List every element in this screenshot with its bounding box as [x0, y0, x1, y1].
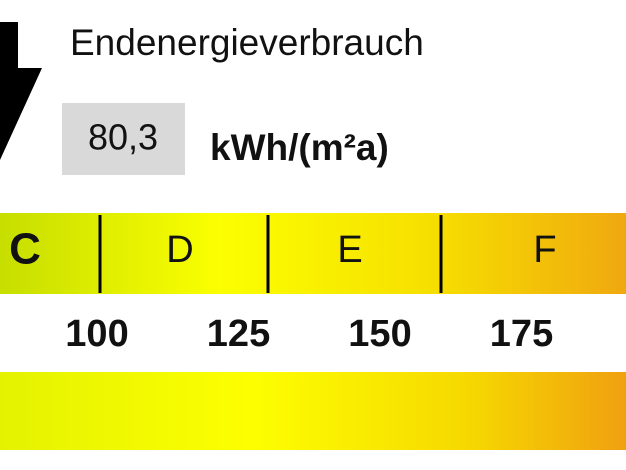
- class-labels: C D E F: [9, 215, 557, 293]
- scale-label: 150: [348, 313, 411, 355]
- class-label: C: [9, 225, 41, 274]
- unit: kWh/(m²a): [210, 127, 389, 168]
- class-label: E: [337, 229, 362, 271]
- scale-label: 100: [65, 313, 128, 355]
- value-box: [62, 103, 185, 175]
- class-bar: [0, 213, 626, 294]
- class-label: F: [533, 229, 556, 271]
- scale-label: 125: [207, 313, 270, 355]
- title: Endenergieverbrauch: [70, 22, 424, 63]
- value: 80,3: [88, 117, 158, 158]
- scale-labels: 100125150175200: [65, 313, 553, 355]
- arrow: [0, 22, 42, 160]
- class-label: D: [166, 229, 193, 271]
- scale-bar: [0, 372, 626, 450]
- scale-label: 175: [490, 313, 553, 355]
